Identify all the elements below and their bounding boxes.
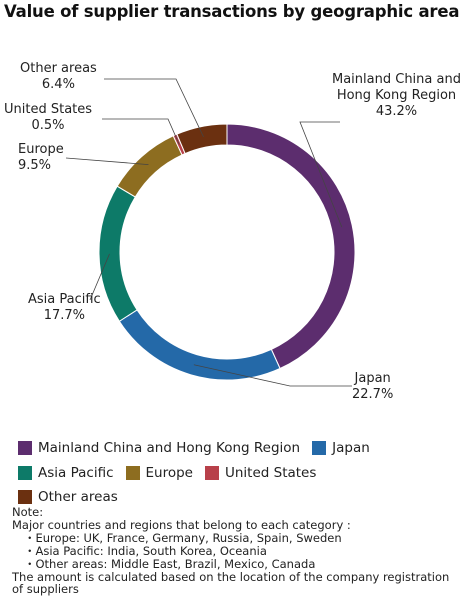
leader-line-japan bbox=[193, 364, 352, 387]
slice-label-asia-pacific-value: 17.7% bbox=[43, 308, 85, 323]
legend-row: Mainland China and Hong Kong Region Japa… bbox=[18, 436, 468, 461]
slice-label-japan-name: Japan bbox=[354, 371, 391, 386]
slice-label-japan: Japan 22.7% bbox=[352, 371, 393, 403]
donut-chart bbox=[65, 78, 356, 387]
legend-label-asia-pacific: Asia Pacific bbox=[38, 464, 114, 481]
legend-row: Other areas bbox=[18, 485, 468, 510]
legend-label-europe: Europe bbox=[145, 464, 193, 481]
legend-swatch-mainland bbox=[18, 441, 32, 456]
legend-item-mainland: Mainland China and Hong Kong Region bbox=[18, 440, 300, 456]
leader-line-mainland bbox=[299, 121, 343, 228]
notes-item: ・Europe: UK, France, Germany, Russia, Sp… bbox=[24, 530, 342, 545]
legend-swatch-asia-pacific bbox=[18, 465, 32, 480]
donut-slices bbox=[98, 123, 356, 381]
notes-footer: of suppliers bbox=[12, 582, 79, 597]
slice-label-other-areas: Other areas 6.4% bbox=[20, 61, 97, 93]
notes-item: ・Asia Pacific: India, South Korea, Ocean… bbox=[24, 543, 267, 558]
legend-swatch-europe bbox=[125, 465, 140, 480]
notes-item: ・Other areas: Middle East, Brazil, Mexic… bbox=[24, 556, 316, 571]
slice-label-mainland-value: 43.2% bbox=[375, 104, 418, 119]
slice-europe bbox=[116, 135, 183, 198]
slice-label-europe-name: Europe bbox=[18, 142, 64, 157]
legend-label-mainland: Mainland China and Hong Kong Region bbox=[38, 440, 301, 457]
slice-label-mainland-line1: Mainland China and bbox=[332, 72, 461, 87]
leader-line-united-states bbox=[102, 118, 180, 145]
slice-mainland bbox=[226, 123, 356, 370]
slice-label-united-states: United States 0.5% bbox=[4, 102, 92, 134]
slice-asia-pacific bbox=[98, 185, 138, 322]
legend-item-asia-pacific: Asia Pacific bbox=[18, 465, 114, 481]
legend-item-united-states: United States bbox=[204, 464, 317, 481]
slice-other-areas bbox=[176, 123, 228, 155]
slice-label-mainland: Mainland China and Hong Kong Region 43.2… bbox=[332, 72, 461, 120]
legend-label-other-areas: Other areas bbox=[38, 489, 118, 506]
leader-line-other-areas bbox=[104, 78, 204, 138]
slice-label-united-states-value: 0.5% bbox=[31, 118, 65, 133]
legend-swatch-united-states bbox=[204, 465, 219, 480]
legend-item-other-areas: Other areas bbox=[18, 489, 118, 505]
slice-japan bbox=[118, 309, 281, 381]
slice-label-europe: Europe 9.5% bbox=[18, 142, 64, 174]
slice-label-asia-pacific-name: Asia Pacific bbox=[28, 292, 101, 307]
notes: Note: Major countries and regions that b… bbox=[12, 506, 472, 596]
notes-intro: Major countries and regions that belong … bbox=[12, 517, 351, 532]
notes-footer: The amount is calculated based on the lo… bbox=[12, 569, 450, 584]
leader-lines bbox=[65, 78, 352, 387]
chart-title: Value of supplier transactions by geogra… bbox=[4, 2, 460, 21]
slice-label-other-areas-value: 6.4% bbox=[41, 77, 75, 92]
slice-label-asia-pacific: Asia Pacific 17.7% bbox=[28, 292, 101, 324]
legend: Mainland China and Hong Kong Region Japa… bbox=[18, 436, 468, 510]
slice-label-japan-value: 22.7% bbox=[352, 387, 394, 402]
leader-line-europe bbox=[65, 157, 149, 165]
notes-heading: Note: bbox=[12, 505, 44, 519]
slice-label-other-areas-name: Other areas bbox=[20, 61, 97, 76]
legend-item-europe: Europe bbox=[125, 464, 193, 481]
slice-label-united-states-name: United States bbox=[4, 102, 93, 117]
legend-swatch-other-areas bbox=[18, 490, 32, 505]
leader-line-asia-pacific bbox=[89, 253, 110, 301]
legend-row: Asia Pacific Europe United States bbox=[18, 461, 468, 486]
legend-item-japan: Japan bbox=[312, 440, 370, 456]
legend-swatch-japan bbox=[312, 441, 327, 456]
legend-label-united-states: United States bbox=[224, 464, 317, 481]
slice-label-mainland-line2: Hong Kong Region bbox=[336, 88, 457, 103]
legend-label-japan: Japan bbox=[332, 440, 370, 457]
slice-label-europe-value: 9.5% bbox=[18, 158, 52, 173]
